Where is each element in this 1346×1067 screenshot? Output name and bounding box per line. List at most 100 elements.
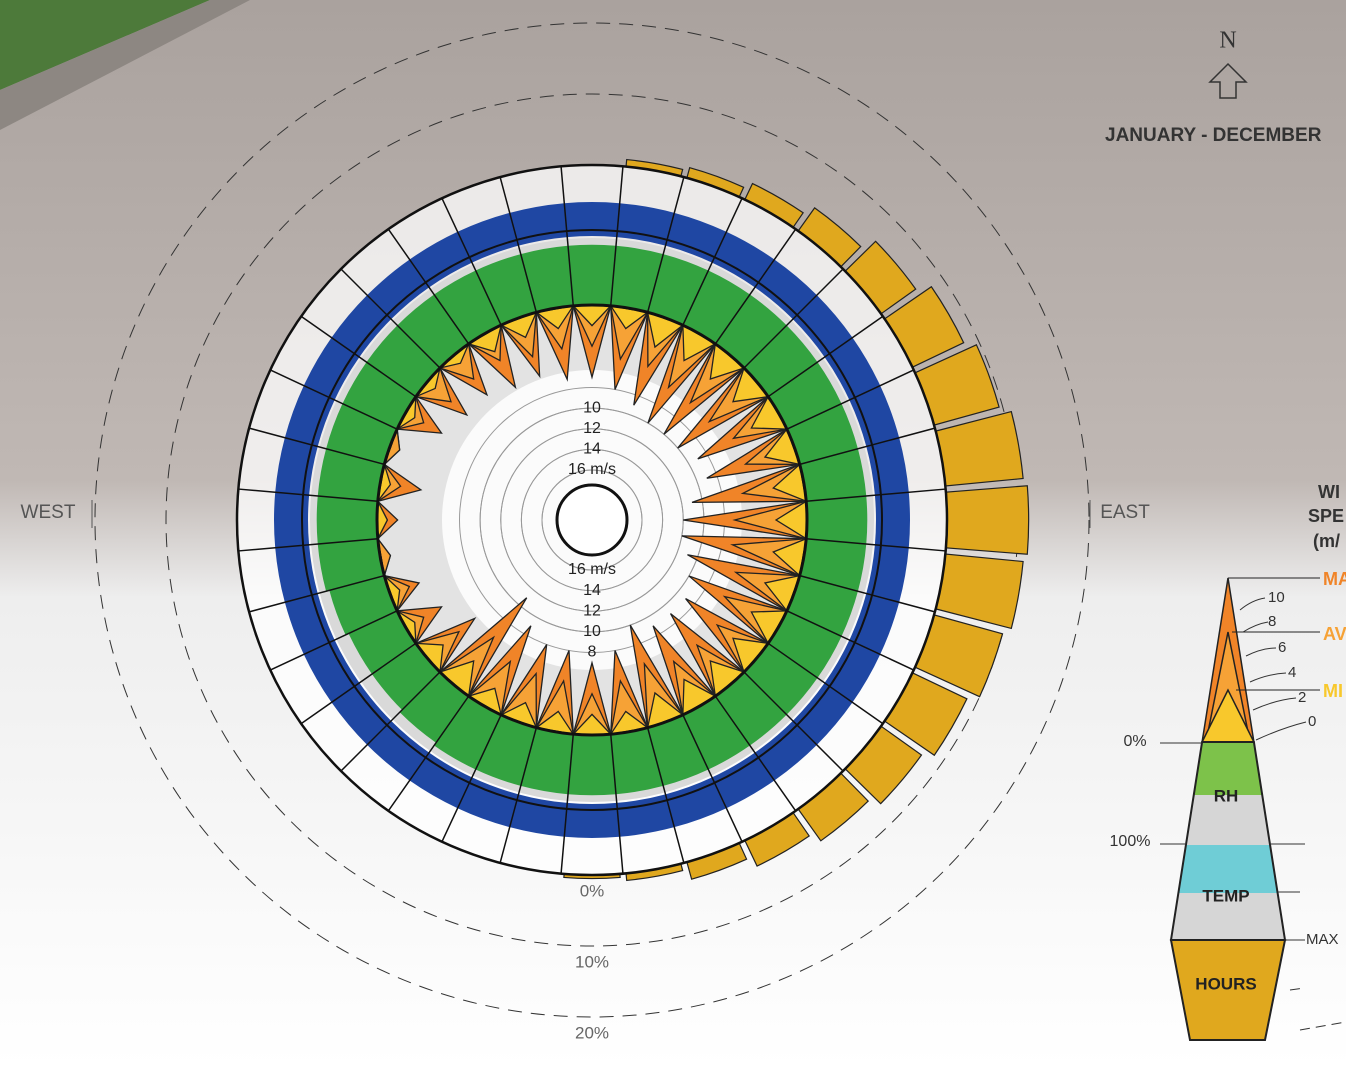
west-label: WEST <box>21 502 76 523</box>
speed-tick-label: 16 m/s <box>568 561 616 578</box>
rh-band <box>647 254 709 326</box>
temp-band <box>303 337 360 400</box>
temp-band <box>509 203 568 246</box>
center-hole <box>555 483 629 557</box>
sector-line <box>340 268 441 369</box>
sector-line <box>300 642 417 725</box>
hours-bar <box>945 485 1030 555</box>
temp-band <box>509 794 568 837</box>
sector-line <box>786 369 915 430</box>
temp-band <box>849 593 900 655</box>
rh-band <box>348 610 416 675</box>
temp-band <box>564 202 620 238</box>
sector-line <box>248 574 385 613</box>
wind-rose: 10 12 14 16 m/s 16 m/s 14 12 10 8 0% 10% 20% <box>94 22 1090 1042</box>
temp-band <box>274 492 310 548</box>
sector-line <box>499 727 538 864</box>
ring <box>301 229 883 811</box>
rh-band <box>786 403 858 465</box>
sector-line <box>340 671 441 772</box>
rh-band <box>434 270 502 344</box>
rh-band <box>610 245 664 313</box>
speed-grid-circle <box>520 448 664 592</box>
rh-band <box>744 325 818 397</box>
legend-speed-tick: 4 <box>1288 664 1296 681</box>
temp-band <box>754 259 817 320</box>
legend-max-label: MA <box>1323 569 1346 589</box>
legend-speed-tick: 2 <box>1298 689 1306 706</box>
rh-band <box>475 714 537 786</box>
rh-band <box>806 496 868 544</box>
temp-band <box>367 720 430 781</box>
legend-temp-max: MAX <box>1306 931 1339 948</box>
legend-temp <box>1178 845 1278 893</box>
temp-band <box>616 794 675 837</box>
sector-line <box>499 176 538 313</box>
temp-band <box>275 437 318 496</box>
sector-line <box>799 427 936 466</box>
sector-line <box>646 727 685 864</box>
legend-dash <box>1289 987 1346 1031</box>
sector-line <box>387 228 470 345</box>
sector-line <box>743 671 844 772</box>
temp-band <box>303 640 360 703</box>
rh-band <box>397 294 469 368</box>
temp-band <box>874 492 910 548</box>
rh-band <box>768 610 842 678</box>
temp-band <box>849 385 900 447</box>
sector-line <box>767 642 884 725</box>
rh-band <box>647 714 709 786</box>
rh-band <box>682 270 750 344</box>
temp-band <box>824 337 881 400</box>
sector-line <box>714 228 797 345</box>
rh-band <box>371 643 440 710</box>
rh-band <box>316 496 378 544</box>
hours-tick-label: 10% <box>575 952 609 971</box>
legend-hours-label: HOURS <box>1195 974 1256 993</box>
sector-line <box>269 610 398 671</box>
rh-band <box>568 244 616 306</box>
temp-band <box>792 682 853 745</box>
temp-band <box>284 593 335 655</box>
sector-line <box>799 574 936 613</box>
legend-title: WI <box>1318 482 1340 502</box>
legend-avg-label: AV <box>1323 624 1346 644</box>
rh-band <box>799 538 867 592</box>
rh-band <box>799 448 867 502</box>
hours-tick-label: 20% <box>575 1023 609 1042</box>
sector-line <box>743 268 844 369</box>
sector-line <box>682 197 743 326</box>
speed-tick-label: 14 <box>583 582 601 599</box>
legend-temp-bg <box>1171 893 1285 940</box>
legend-title: (m/ <box>1313 531 1340 551</box>
temp-band <box>712 752 775 809</box>
legend: WI SPE (m/ MA AV MI 10 8 6 4 2 0 0% 100%… <box>1110 482 1346 1041</box>
rh-band <box>399 672 469 743</box>
sector-line <box>441 197 502 326</box>
speed-grid-circle <box>541 469 643 571</box>
temp-band <box>824 640 881 703</box>
temp-band <box>367 259 430 320</box>
rh-band <box>342 362 416 430</box>
legend-speed-tick: 6 <box>1278 639 1286 656</box>
legend-speed-tick: 0 <box>1308 713 1316 730</box>
speed-tick-label: 8 <box>588 644 597 661</box>
speed-tick-label: 10 <box>583 399 601 416</box>
rh-band <box>744 643 818 715</box>
sector-line <box>786 610 915 671</box>
sector-line <box>609 166 624 306</box>
temp-band <box>616 203 675 246</box>
sector-line <box>682 714 743 843</box>
sector-line <box>714 695 797 812</box>
legend-speed-arcs <box>1239 597 1307 741</box>
temp-band <box>331 295 392 358</box>
hours-grid-circle <box>94 22 1090 1018</box>
north-arrow <box>1208 62 1248 99</box>
temp-band <box>665 777 727 828</box>
sector-line <box>806 488 946 503</box>
rh-band <box>682 696 750 770</box>
sector-line <box>238 537 378 552</box>
rh-band <box>715 672 787 746</box>
rh-band <box>475 254 537 326</box>
